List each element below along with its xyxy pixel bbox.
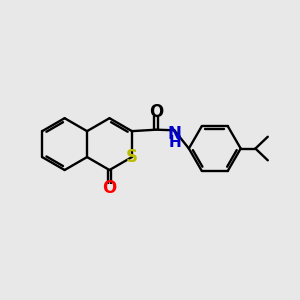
- Text: O: O: [102, 179, 117, 197]
- Text: O: O: [149, 103, 163, 121]
- Text: H: H: [168, 135, 181, 150]
- Text: S: S: [126, 148, 138, 166]
- Text: N: N: [168, 125, 182, 143]
